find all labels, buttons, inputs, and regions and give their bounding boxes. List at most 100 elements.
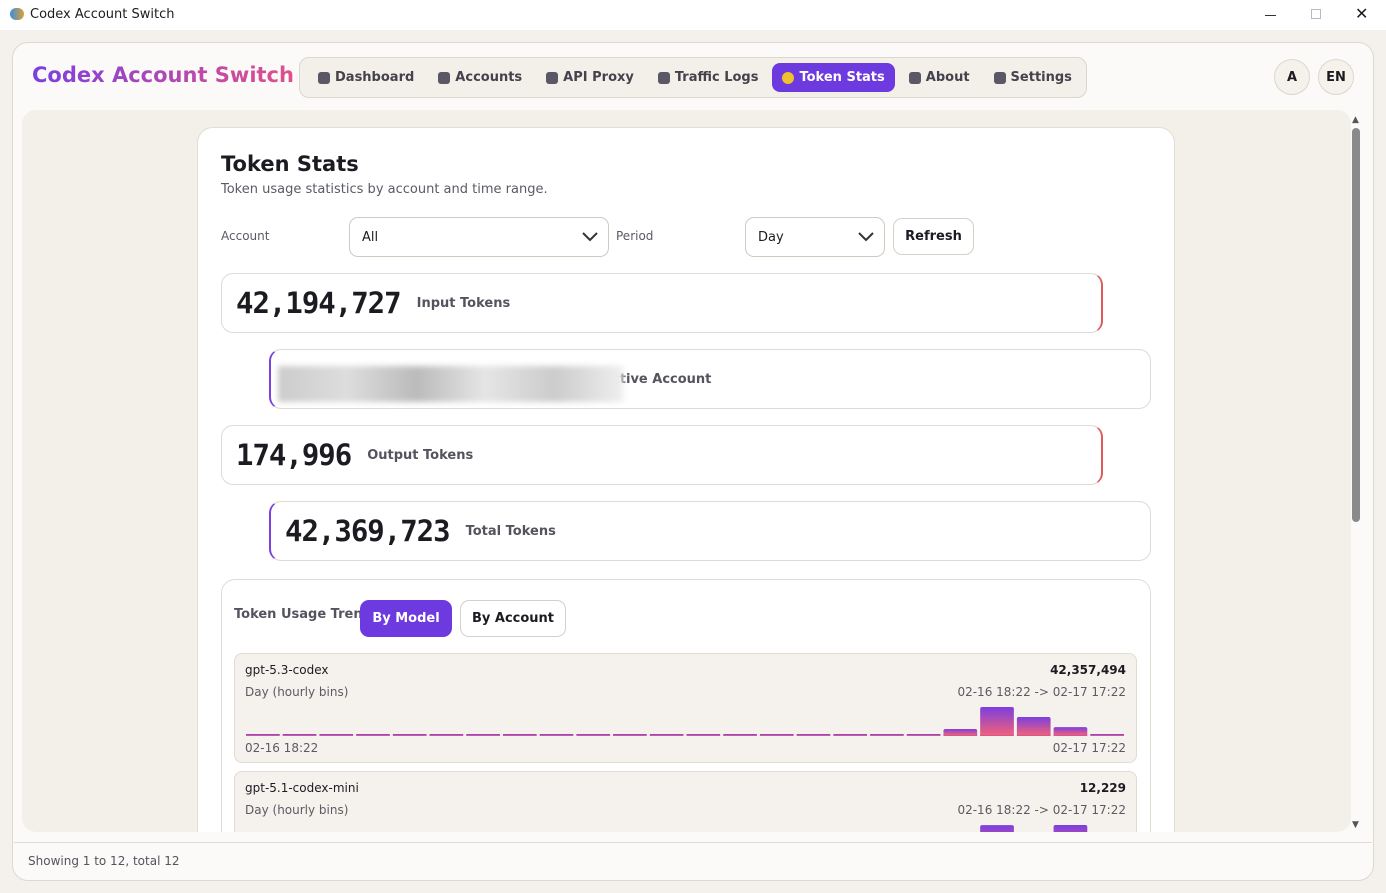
stat-label: Active Account: [602, 371, 712, 387]
bin-baseline: [539, 734, 574, 736]
nav-icon: [318, 71, 330, 84]
stats-card: Token Stats Token usage statistics by ac…: [197, 127, 1175, 832]
stat-label: Output Tokens: [367, 447, 474, 463]
scroll-down[interactable]: ▼: [1352, 820, 1359, 830]
select-value: All: [362, 229, 379, 245]
content-area: Token Stats Token usage statistics by ac…: [22, 110, 1351, 832]
model-total: 42,357,494: [1050, 663, 1126, 677]
nav-item[interactable]: Token Stats: [772, 63, 895, 92]
bin-baseline: [796, 734, 831, 736]
filter-label: Period: [616, 229, 654, 243]
trend-title: Token Usage Trend: [234, 607, 372, 622]
nav-icon: [438, 71, 451, 84]
nav-item[interactable]: Traffic Logs: [648, 63, 769, 92]
model-card: gpt-5.3-codex 42,357,494 Day (hourly bins)…: [234, 653, 1137, 763]
close[interactable]: ✕: [1355, 4, 1369, 23]
bin-baseline: [319, 734, 354, 736]
bin-baseline: [429, 734, 464, 736]
stat-box: 42,369,723 Total Tokens: [269, 501, 1151, 561]
nav-icon: [782, 71, 795, 84]
sparkbars: [980, 825, 1088, 832]
nav-item[interactable]: API Proxy: [536, 63, 644, 92]
trend-panel: Token Usage Trend By Model By Account gpt-…: [221, 579, 1151, 832]
select-value: Day: [758, 229, 784, 245]
bin-baseline: [1090, 734, 1124, 736]
range-label: 02-16 18:22 -> 02-17 17:22: [957, 803, 1126, 817]
nav-label: API Proxy: [563, 70, 634, 85]
nav-label: Token Stats: [799, 70, 885, 85]
model-name: gpt-5.3-codex: [245, 663, 329, 677]
bin-baseline: [392, 734, 427, 736]
range-label: 02-16 18:22 -> 02-17 17:22: [957, 685, 1126, 699]
stat-box: 42,194,727 Input Tokens: [221, 273, 1103, 333]
bin-label: Day (hourly bins): [245, 803, 349, 817]
scrollbar-thumb[interactable]: [1352, 128, 1360, 522]
minimize[interactable]: [1265, 15, 1276, 16]
footer: Showing 1 to 12, total 12: [14, 842, 1372, 880]
tab-button[interactable]: By Model: [360, 600, 452, 637]
stat-box: 174,996 Output Tokens: [221, 425, 1103, 485]
end-label: 02-17 17:22: [1052, 741, 1126, 755]
bin-baseline: [906, 734, 941, 736]
nav-label: Accounts: [455, 70, 523, 85]
title-bar: Codex Account Switch ✕: [0, 0, 1386, 30]
bin-baseline: [356, 734, 390, 736]
tab-button[interactable]: By Account: [460, 600, 566, 637]
nav-label: About: [925, 70, 970, 85]
bin-baseline: [576, 734, 611, 736]
nav-item[interactable]: About: [899, 63, 980, 92]
refresh-button[interactable]: Refresh: [893, 218, 974, 255]
bin-baseline: [282, 734, 317, 736]
bin-bar: [943, 729, 978, 735]
stat-value: 42,194,727: [236, 286, 402, 320]
nav-label: Dashboard: [335, 70, 415, 85]
bin-baseline: [466, 734, 500, 736]
period-select[interactable]: Day: [745, 217, 885, 257]
page-subtitle: Token usage statistics by account and ti…: [221, 182, 548, 197]
stat-label: Input Tokens: [416, 295, 511, 311]
sparkbars: [246, 707, 1124, 736]
bin-baseline: [870, 734, 904, 736]
maximize[interactable]: [1311, 9, 1321, 19]
bin-bar: [1053, 727, 1088, 735]
nav-bar: Dashboard Accounts API Proxy Traffic Logs To…: [299, 57, 1087, 98]
chevron: [858, 232, 874, 242]
stat-value: 174,996: [236, 438, 352, 472]
model-card: gpt-5.1-codex-mini 12,229 Day (hourly bins…: [234, 771, 1137, 832]
avatar-button[interactable]: A: [1274, 59, 1310, 95]
nav-item[interactable]: Accounts: [428, 63, 532, 92]
nav-icon: [993, 71, 1006, 84]
language-button[interactable]: EN: [1318, 59, 1354, 95]
bin-baseline: [833, 734, 868, 736]
app-icon: [10, 8, 24, 20]
scroll-up[interactable]: ▲: [1352, 115, 1359, 125]
bin-baseline: [246, 734, 280, 736]
brand: Codex Account Switch: [32, 63, 294, 87]
bin-baseline: [723, 734, 757, 736]
start-label: 02-16 18:22: [245, 741, 319, 755]
account-select[interactable]: All: [349, 217, 609, 257]
footer-text: Showing 1 to 12, total 12: [28, 854, 180, 868]
bin-bar: [1053, 825, 1088, 832]
bin-bar: [980, 707, 1014, 735]
nav-item[interactable]: Settings: [984, 63, 1082, 92]
nav-label: Traffic Logs: [674, 70, 759, 85]
nav-item[interactable]: Dashboard: [308, 63, 424, 92]
bin-bar: [1016, 717, 1051, 735]
nav-icon: [908, 71, 921, 84]
model-name: gpt-5.1-codex-mini: [245, 781, 359, 795]
bin-baseline: [686, 734, 721, 736]
redacted: [278, 366, 623, 402]
bin-baseline: [502, 734, 537, 736]
filter-label: Account: [221, 229, 270, 243]
nav-label: Settings: [1010, 70, 1072, 85]
nav-icon: [657, 71, 670, 84]
model-total: 12,229: [1079, 781, 1126, 795]
bin-baseline: [613, 734, 647, 736]
bin-bar: [980, 825, 1014, 832]
bin-baseline: [649, 734, 684, 736]
chevron: [582, 232, 598, 242]
window-title: Codex Account Switch: [30, 7, 175, 22]
nav-icon: [546, 71, 559, 84]
